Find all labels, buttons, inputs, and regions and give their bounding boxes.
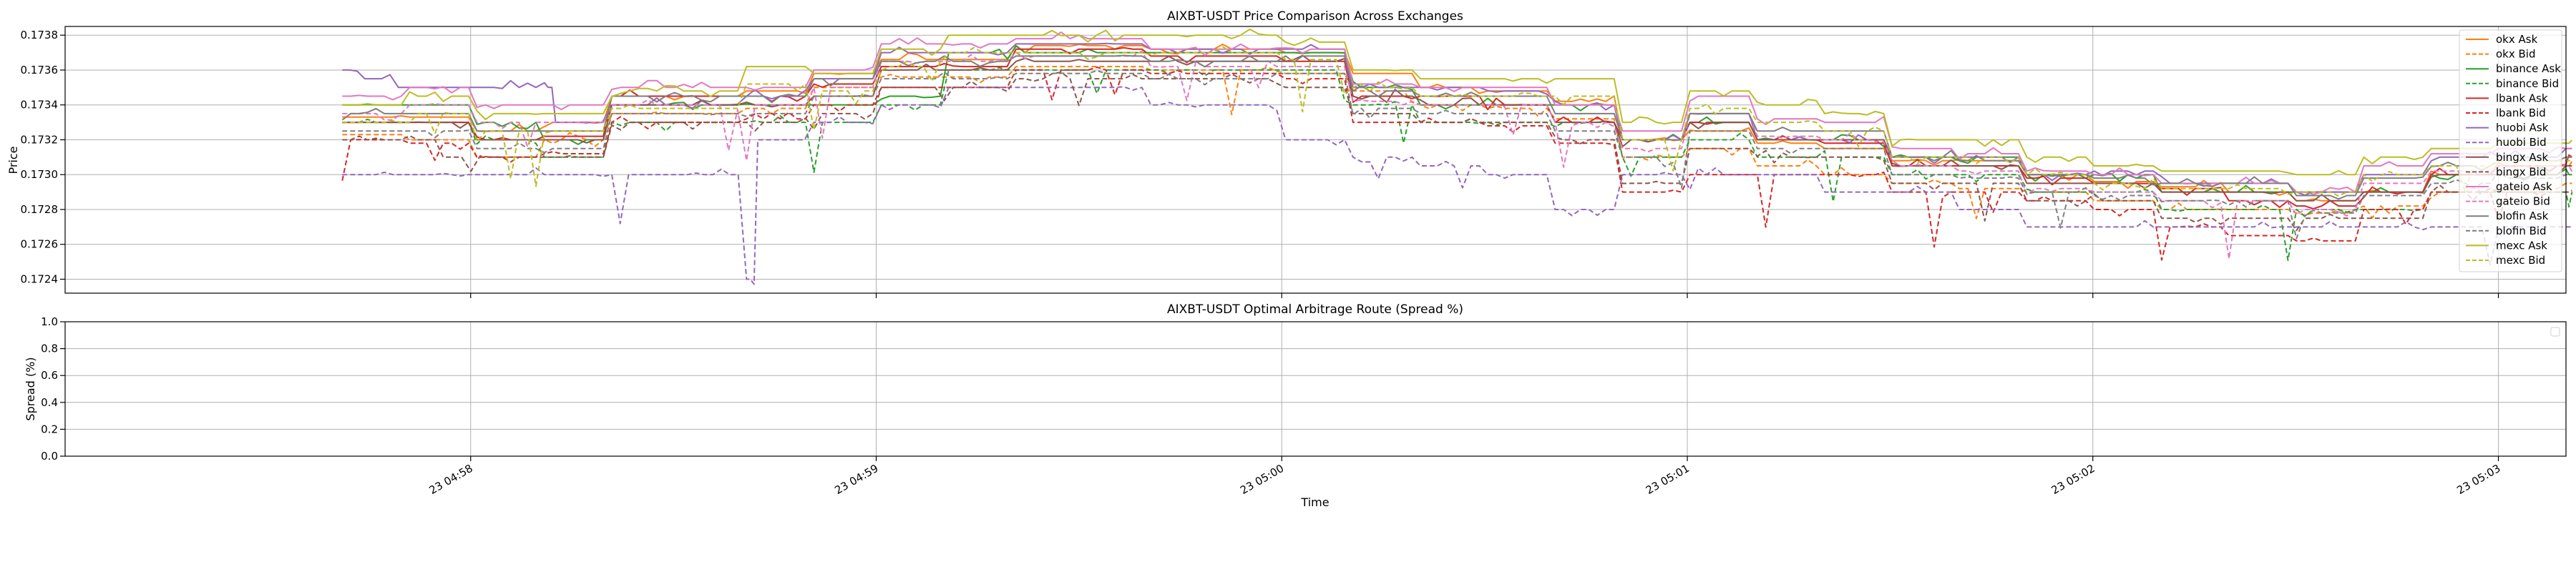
legend-label: gateio Ask [2496, 180, 2552, 193]
price-series-lines [341, 28, 2573, 285]
legend-label: lbank Bid [2496, 107, 2546, 119]
series-line-binance-bid [342, 66, 2573, 262]
series-line-mexc-bid [342, 46, 2572, 197]
series-line-blofin-ask [341, 54, 2572, 200]
legend-label: bingx Bid [2496, 165, 2546, 178]
price-y-tick-label: 0.1734 [21, 99, 59, 112]
series-line-gateio-ask [342, 31, 2572, 195]
series-line-blofin-bid [342, 69, 2572, 240]
spread-y-tick-label: 0.8 [41, 342, 58, 355]
spread-y-tick-label: 0.4 [41, 396, 58, 409]
spread-chart-frame [64, 321, 2567, 457]
legend-label: huobi Ask [2496, 122, 2549, 134]
spread-y-axis-label: Spread (%) [24, 357, 37, 420]
price-y-axis-ticks: 0.1724 0.1726 0.1728 0.1730 0.1732 0.1734 0.17… [21, 29, 65, 285]
legend-frame [2459, 29, 2562, 272]
legend-label: mexc Bid [2496, 254, 2545, 267]
spread-y-tick-label: 0.0 [41, 450, 58, 463]
price-y-tick-label: 0.1730 [21, 168, 59, 181]
legend-label: blofin Bid [2496, 225, 2547, 237]
series-line-mexc-ask [342, 28, 2573, 176]
legend-label: huobi Bid [2496, 136, 2547, 149]
legend-label: mexc Ask [2496, 239, 2547, 252]
price-x-axis-ticks [470, 293, 2499, 298]
spread-y-tick-label: 0.2 [41, 423, 58, 435]
legend-label: blofin Ask [2496, 209, 2549, 222]
price-chart-title: AIXBT-USDT Price Comparison Across Excha… [1167, 9, 1463, 24]
legend-label: binance Bid [2496, 77, 2559, 90]
spread-empty-legend-box [2550, 327, 2560, 337]
price-y-axis-label: Price [6, 146, 20, 174]
price-comparison-panel: AIXBT-USDT Price Comparison Across Excha… [6, 9, 2573, 298]
spread-y-axis-ticks: 0.0 0.2 0.4 0.6 0.8 1.0 [41, 315, 65, 463]
price-y-tick-label: 0.1732 [21, 133, 59, 146]
legend-label: gateio Bid [2496, 195, 2550, 208]
price-y-tick-label: 0.1738 [21, 29, 59, 41]
series-line-huobi-bid [342, 86, 2572, 285]
spread-y-tick-label: 0.6 [41, 369, 58, 382]
price-y-tick-label: 0.1726 [21, 238, 59, 251]
price-y-tick-label: 0.1724 [21, 272, 59, 285]
price-y-tick-label: 0.1736 [21, 64, 59, 77]
price-chart-frame [64, 26, 2567, 294]
legend-label: binance Ask [2496, 62, 2561, 75]
price-y-tick-label: 0.1728 [21, 203, 59, 216]
legend-label: okx Ask [2496, 33, 2538, 46]
spread-y-tick-label: 1.0 [41, 315, 58, 328]
legend-label: lbank Ask [2496, 92, 2548, 104]
legend-label: okx Bid [2496, 48, 2536, 61]
spread-chart-title: AIXBT-USDT Optimal Arbitrage Route (Spre… [1167, 302, 1463, 317]
time-x-axis-label: Time [1300, 495, 1329, 509]
series-line-bingx-bid [342, 72, 2572, 232]
legend-label: bingx Ask [2496, 151, 2548, 164]
series-line-bingx-ask [342, 54, 2572, 202]
